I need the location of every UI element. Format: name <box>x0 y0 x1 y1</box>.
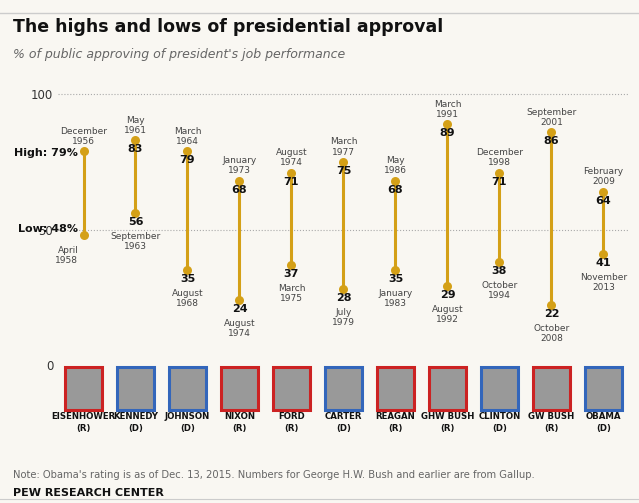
Text: REAGAN
(R): REAGAN (R) <box>376 412 415 433</box>
Text: 24: 24 <box>232 304 247 314</box>
Text: CARTER
(D): CARTER (D) <box>325 412 362 433</box>
Text: August
1974: August 1974 <box>275 148 307 167</box>
Text: Note: Obama's rating is as of Dec. 13, 2015. Numbers for George H.W. Bush and ea: Note: Obama's rating is as of Dec. 13, 2… <box>13 470 535 480</box>
Text: 64: 64 <box>596 196 612 206</box>
Text: 71: 71 <box>284 177 299 187</box>
Text: 22: 22 <box>544 309 559 319</box>
Text: March
1991: March 1991 <box>434 100 461 119</box>
Text: 68: 68 <box>388 185 403 195</box>
Text: NIXON
(R): NIXON (R) <box>224 412 255 433</box>
Text: 29: 29 <box>440 290 455 300</box>
Text: The highs and lows of presidential approval: The highs and lows of presidential appro… <box>13 18 443 36</box>
Text: September
1963: September 1963 <box>111 232 160 252</box>
Text: July
1979: July 1979 <box>332 308 355 327</box>
Text: 68: 68 <box>232 185 247 195</box>
Text: 28: 28 <box>335 293 351 303</box>
Text: October
1994: October 1994 <box>481 281 518 300</box>
Text: JOHNSON
(D): JOHNSON (D) <box>165 412 210 433</box>
Text: November
2013: November 2013 <box>580 273 627 292</box>
Text: December
1998: December 1998 <box>476 148 523 167</box>
Text: OBAMA
(D): OBAMA (D) <box>586 412 621 433</box>
Text: 89: 89 <box>440 128 455 138</box>
Text: January
1973: January 1973 <box>222 156 257 176</box>
Text: % of public approving of president's job performance: % of public approving of president's job… <box>13 48 345 61</box>
Text: FORD
(R): FORD (R) <box>278 412 305 433</box>
Text: May
1986: May 1986 <box>384 156 407 176</box>
Text: Low: 48%: Low: 48% <box>19 223 79 233</box>
Text: 35: 35 <box>388 274 403 284</box>
Text: March
1977: March 1977 <box>330 137 357 156</box>
Text: 75: 75 <box>335 166 351 176</box>
Text: GW BUSH
(R): GW BUSH (R) <box>528 412 574 433</box>
Text: KENNEDY
(D): KENNEDY (D) <box>113 412 158 433</box>
Text: 71: 71 <box>491 177 507 187</box>
Text: October
2008: October 2008 <box>534 324 569 343</box>
Text: December
1956: December 1956 <box>60 127 107 146</box>
Text: 41: 41 <box>596 258 612 268</box>
Text: February
2009: February 2009 <box>583 167 624 186</box>
Text: April
1958: April 1958 <box>56 246 79 265</box>
Text: August
1974: August 1974 <box>224 319 256 338</box>
Text: March
1964: March 1964 <box>174 127 201 146</box>
Text: 35: 35 <box>180 274 195 284</box>
Text: EISENHOWER
(R): EISENHOWER (R) <box>51 412 116 433</box>
Text: CLINTON
(D): CLINTON (D) <box>479 412 521 433</box>
Text: High: 79%: High: 79% <box>15 148 79 158</box>
Text: GHW BUSH
(R): GHW BUSH (R) <box>420 412 474 433</box>
Text: 79: 79 <box>180 155 196 165</box>
Text: 83: 83 <box>128 144 143 154</box>
Text: September
2001: September 2001 <box>527 108 576 127</box>
Text: August
1968: August 1968 <box>172 289 203 308</box>
Text: 86: 86 <box>544 136 559 146</box>
Text: 56: 56 <box>128 217 143 227</box>
Text: PEW RESEARCH CENTER: PEW RESEARCH CENTER <box>13 488 164 498</box>
Text: 37: 37 <box>284 269 299 279</box>
Text: January
1983: January 1983 <box>378 289 413 308</box>
Text: 38: 38 <box>492 266 507 276</box>
Text: May
1961: May 1961 <box>124 116 147 135</box>
Text: March
1975: March 1975 <box>278 284 305 303</box>
Text: August
1992: August 1992 <box>431 305 463 324</box>
